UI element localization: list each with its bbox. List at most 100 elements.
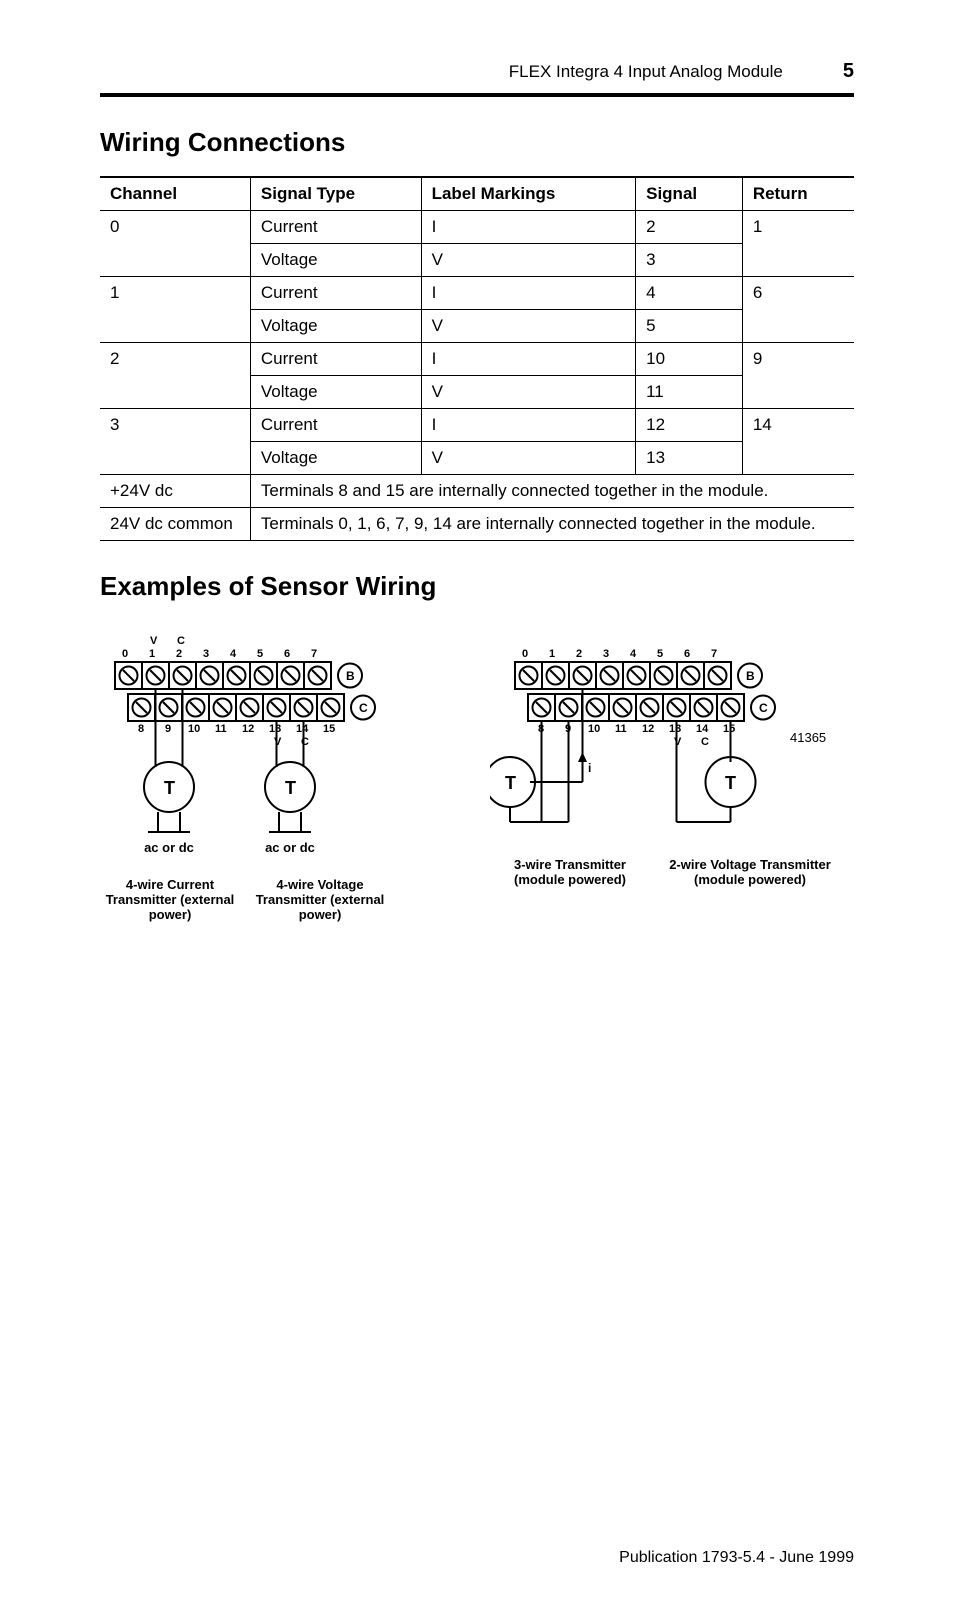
svg-text:15: 15 bbox=[323, 723, 335, 735]
header-rule bbox=[100, 93, 854, 97]
wiring-table: Channel Signal Type Label Markings Signa… bbox=[100, 176, 854, 541]
caption-4wire-voltage: 4-wire Voltage Transmitter (external pow… bbox=[250, 877, 390, 922]
cell-mark: I bbox=[421, 409, 636, 442]
caption-2wire: 2-wire Voltage Transmitter (module power… bbox=[660, 857, 840, 887]
cell-mark: V bbox=[421, 310, 636, 343]
examples-heading: Examples of Sensor Wiring bbox=[100, 571, 854, 602]
svg-text:1: 1 bbox=[549, 648, 555, 660]
note-text: Terminals 0, 1, 6, 7, 9, 14 are internal… bbox=[250, 508, 854, 541]
svg-text:4: 4 bbox=[230, 648, 237, 660]
diagrams-row: V C 0 1 2 3 4 5 6 7 bbox=[100, 632, 854, 922]
table-note-row: 24V dc common Terminals 0, 1, 6, 7, 9, 1… bbox=[100, 508, 854, 541]
cell-type: Voltage bbox=[250, 442, 421, 475]
cell-channel: 0 bbox=[100, 211, 250, 277]
svg-text:8: 8 bbox=[138, 723, 144, 735]
c-mark-bot: C bbox=[301, 736, 309, 748]
cell-mark: V bbox=[421, 442, 636, 475]
header-doc-title: FLEX Integra 4 Input Analog Module bbox=[509, 62, 783, 82]
cell-signal: 4 bbox=[636, 277, 743, 310]
cell-return: 1 bbox=[742, 211, 854, 277]
t-label-3wire: T bbox=[505, 773, 516, 793]
svg-text:10: 10 bbox=[188, 723, 200, 735]
cell-signal: 13 bbox=[636, 442, 743, 475]
diagram-right: 0 1 2 3 4 5 6 7 bbox=[490, 632, 870, 922]
cell-type: Voltage bbox=[250, 310, 421, 343]
cell-type: Voltage bbox=[250, 244, 421, 277]
svg-text:14: 14 bbox=[696, 723, 709, 735]
table-row: 2 Current I 10 9 bbox=[100, 343, 854, 376]
cell-signal: 2 bbox=[636, 211, 743, 244]
row-c-label: C bbox=[359, 701, 368, 715]
col-return: Return bbox=[742, 177, 854, 211]
col-channel: Channel bbox=[100, 177, 250, 211]
col-signal: Signal bbox=[636, 177, 743, 211]
svg-text:11: 11 bbox=[615, 723, 627, 735]
svg-text:5: 5 bbox=[257, 648, 263, 660]
caption-acdc-1: ac or dc bbox=[144, 840, 194, 855]
wiring-connections-heading: Wiring Connections bbox=[100, 127, 854, 158]
svg-text:2: 2 bbox=[176, 648, 182, 660]
svg-text:13: 13 bbox=[269, 723, 281, 735]
cell-mark: I bbox=[421, 343, 636, 376]
v-mark-bot: V bbox=[274, 736, 282, 748]
fig-id-left: 41352 bbox=[390, 632, 460, 932]
cell-type: Current bbox=[250, 211, 421, 244]
cell-type: Voltage bbox=[250, 376, 421, 409]
cell-mark: V bbox=[421, 244, 636, 277]
svg-text:12: 12 bbox=[242, 723, 254, 735]
caption-3wire: 3-wire Transmitter (module powered) bbox=[490, 857, 650, 887]
cell-return: 9 bbox=[742, 343, 854, 409]
table-header-row: Channel Signal Type Label Markings Signa… bbox=[100, 177, 854, 211]
svg-text:3: 3 bbox=[603, 648, 609, 660]
t-label-2wire: T bbox=[725, 773, 736, 793]
terminal-diagram-right-svg: 0 1 2 3 4 5 6 7 bbox=[490, 632, 870, 892]
publication-footer: Publication 1793-5.4 - June 1999 bbox=[619, 1549, 854, 1567]
svg-text:15: 15 bbox=[723, 723, 735, 735]
t-label-left: T bbox=[164, 778, 175, 798]
cell-channel: 3 bbox=[100, 409, 250, 475]
cell-signal: 3 bbox=[636, 244, 743, 277]
svg-text:6: 6 bbox=[684, 648, 690, 660]
svg-text:0: 0 bbox=[522, 648, 528, 660]
row-b-label: B bbox=[746, 669, 755, 683]
svg-text:7: 7 bbox=[711, 648, 717, 660]
cell-channel: 1 bbox=[100, 277, 250, 343]
table-row: 3 Current I 12 14 bbox=[100, 409, 854, 442]
cell-type: Current bbox=[250, 277, 421, 310]
col-label-markings: Label Markings bbox=[421, 177, 636, 211]
diagram-left: V C 0 1 2 3 4 5 6 7 bbox=[100, 632, 460, 922]
table-note-row: +24V dc Terminals 8 and 15 are internall… bbox=[100, 475, 854, 508]
svg-text:4: 4 bbox=[630, 648, 637, 660]
v-mark-top: V bbox=[150, 635, 158, 647]
note-label: 24V dc common bbox=[100, 508, 250, 541]
cell-mark: I bbox=[421, 277, 636, 310]
note-label: +24V dc bbox=[100, 475, 250, 508]
svg-text:13: 13 bbox=[669, 723, 681, 735]
svg-text:7: 7 bbox=[311, 648, 317, 660]
page-header: FLEX Integra 4 Input Analog Module 5 bbox=[100, 60, 854, 83]
page: FLEX Integra 4 Input Analog Module 5 Wir… bbox=[0, 0, 954, 1607]
page-number: 5 bbox=[843, 60, 854, 83]
c-mark-bot: C bbox=[701, 736, 709, 748]
i-mark: i bbox=[588, 761, 591, 775]
cell-signal: 11 bbox=[636, 376, 743, 409]
cell-signal: 5 bbox=[636, 310, 743, 343]
svg-text:9: 9 bbox=[165, 723, 171, 735]
cell-signal: 10 bbox=[636, 343, 743, 376]
t-label-right: T bbox=[285, 778, 296, 798]
caption-acdc-2: ac or dc bbox=[265, 840, 315, 855]
cell-channel: 2 bbox=[100, 343, 250, 409]
cell-type: Current bbox=[250, 409, 421, 442]
cell-type: Current bbox=[250, 343, 421, 376]
fig-id-right: 41365 bbox=[790, 730, 826, 745]
cell-return: 14 bbox=[742, 409, 854, 475]
right-captions-row: 3-wire Transmitter (module powered) 2-wi… bbox=[490, 857, 870, 887]
svg-text:6: 6 bbox=[284, 648, 290, 660]
cell-signal: 12 bbox=[636, 409, 743, 442]
svg-text:5: 5 bbox=[657, 648, 663, 660]
table-row: 1 Current I 4 6 bbox=[100, 277, 854, 310]
caption-4wire-current: 4-wire Current Transmitter (external pow… bbox=[100, 877, 240, 922]
svg-text:10: 10 bbox=[588, 723, 600, 735]
svg-text:3: 3 bbox=[203, 648, 209, 660]
row-c-label: C bbox=[759, 701, 768, 715]
